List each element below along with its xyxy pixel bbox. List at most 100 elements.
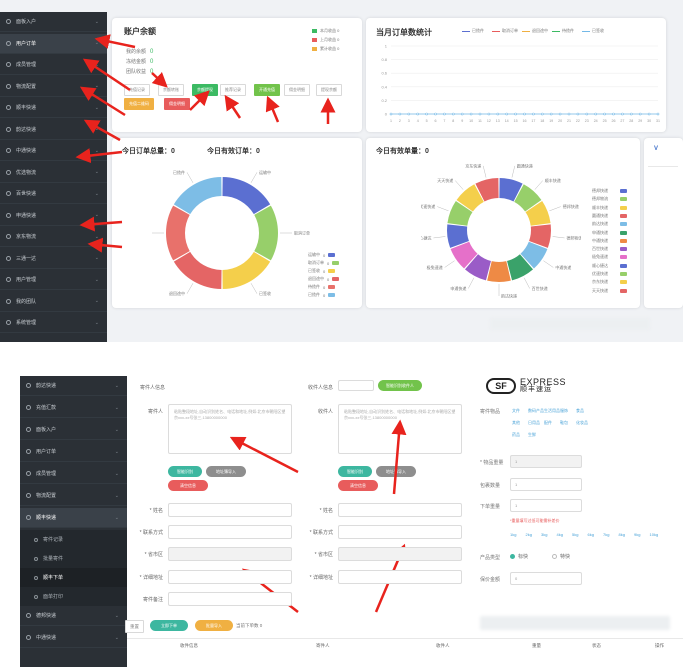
bottom-screenshot: 韵达快递 ⌄ 充值汇款 ⌄ 面板入户 ⌄ 用户订单 ⌄ 成员管理 ⌄ 物流配置 ⌄ 顺丰快递 ⌄ 寄件记录批…: [0, 366, 683, 667]
sidebar-subitem[interactable]: 面单打印: [20, 587, 127, 606]
sidebar-item[interactable]: 我的团队 ⌄: [0, 292, 107, 312]
receiver-clear-button[interactable]: 清空信息: [338, 480, 378, 491]
goods-option-link[interactable]: 日用品: [528, 420, 540, 425]
goods-option-link[interactable]: 化妆品: [576, 420, 588, 425]
sidebar-item[interactable]: 申通快递 ⌄: [0, 206, 107, 226]
goods-option-link[interactable]: 食品: [576, 408, 584, 413]
donut-slice: [487, 261, 511, 282]
sidebar-item[interactable]: 三通一达 ⌄: [0, 249, 107, 269]
volume-input[interactable]: 1: [510, 499, 582, 512]
price-input[interactable]: 0: [510, 572, 582, 585]
balance-action-button[interactable]: 提现余额: [316, 84, 342, 96]
receiver-field-input[interactable]: [338, 570, 462, 584]
sender-smart-button[interactable]: 智能识别: [168, 466, 202, 477]
nav-icon: [6, 298, 11, 304]
sidebar-item[interactable]: 韵达快递 ⌄: [20, 376, 127, 396]
arrow: [265, 95, 280, 123]
sender-field-input[interactable]: [168, 547, 292, 561]
weight-option-link[interactable]: 7kg: [603, 532, 610, 537]
batch-import-button[interactable]: 批量导入: [195, 620, 233, 631]
insure-option-1[interactable]: 标快: [510, 553, 528, 560]
sidebar-item[interactable]: 优选物流 ⌄: [0, 163, 107, 183]
sidebar-item[interactable]: 充值汇款 ⌄: [20, 398, 127, 418]
sidebar-item[interactable]: 顺丰快递 ⌄: [0, 98, 107, 118]
goods-option-link[interactable]: 生鲜: [528, 432, 536, 437]
reset-button[interactable]: 重置: [125, 620, 144, 633]
valid-volume-label: 今日有效单量：0: [376, 148, 429, 155]
blurred-watermark: [490, 318, 650, 330]
weight-option-link[interactable]: 4kg: [556, 532, 563, 537]
balance-action-button[interactable]: 开通充值: [254, 84, 280, 96]
receiver-select-input[interactable]: [338, 380, 374, 391]
sidebar-item[interactable]: 德邦快递 ⌄: [20, 606, 127, 626]
weight-option-link[interactable]: 8kg: [618, 532, 625, 537]
balance-action-button[interactable]: 佣金明细: [284, 84, 310, 96]
weight-option-link[interactable]: 5kg: [572, 532, 579, 537]
sender-label: 寄件人: [147, 409, 163, 415]
sidebar-subitem[interactable]: 批量寄件: [20, 549, 127, 568]
sidebar-item-label: 充值汇款: [36, 405, 57, 411]
sender-addressbook-button[interactable]: 地址簿导入: [206, 466, 246, 477]
receiver-field-input[interactable]: [338, 503, 462, 517]
sidebar-item[interactable]: 物流配置 ⌄: [20, 486, 127, 506]
series-point: [656, 112, 660, 116]
sidebar-item[interactable]: 物流配置 ⌄: [0, 77, 107, 97]
weight-input[interactable]: 1: [510, 455, 582, 468]
sender-field-input[interactable]: [168, 570, 292, 584]
goods-option-link[interactable]: 其他: [512, 420, 520, 425]
submit-order-button[interactable]: 立即下单: [150, 620, 188, 631]
sidebar-item[interactable]: 京东物流 ⌄: [0, 227, 107, 247]
sender-field-input[interactable]: [168, 525, 292, 539]
sidebar-subitem[interactable]: 寄件记录: [20, 530, 127, 549]
goods-option-link[interactable]: 配件: [544, 420, 552, 425]
radio-on-icon: [510, 554, 515, 559]
goods-option-link[interactable]: 药品: [512, 432, 520, 437]
count-input[interactable]: 1: [510, 478, 582, 491]
table-header-cell: 重量: [532, 643, 541, 648]
sender-field-input[interactable]: [168, 503, 292, 517]
goods-option-link[interactable]: 服饰: [560, 408, 568, 413]
sender-textarea[interactable]: 粘贴整段地址,自动识别姓名、电话和地址,例如:北京市朝阳区望京xxx-xx号张三…: [168, 404, 292, 454]
sidebar-subitem[interactable]: 顺丰下单: [20, 568, 127, 587]
arrow: [391, 419, 407, 495]
sf-express-logo: SF EXPRESS 顺丰速运: [486, 378, 566, 394]
weight-option-link[interactable]: 6kg: [587, 532, 594, 537]
sidebar-item[interactable]: 百世快递 ⌄: [0, 184, 107, 204]
goods-option-link[interactable]: 数码产品: [528, 408, 544, 413]
sender-field-input[interactable]: [168, 592, 292, 606]
sidebar-item[interactable]: 成员管理 ⌄: [20, 464, 127, 484]
balance-action-button[interactable]: 充值记录: [124, 84, 150, 96]
sidebar-item[interactable]: 顺丰快递 ⌄: [20, 508, 127, 528]
slice-leader-line: [511, 165, 516, 178]
weight-option-link[interactable]: 2kg: [525, 532, 532, 537]
qrcode-button[interactable]: 充值二维码: [124, 98, 154, 110]
weight-option-link[interactable]: 1kg: [510, 532, 517, 537]
weight-option-link[interactable]: 3kg: [541, 532, 548, 537]
slice-label: 德邦快递: [563, 203, 579, 209]
sender-clear-button[interactable]: 清空信息: [168, 480, 208, 491]
weight-option-link[interactable]: 10kg: [649, 532, 659, 537]
sidebar-item[interactable]: 中通快递 ⌄: [20, 628, 127, 648]
goods-option-link[interactable]: 鞋包: [560, 420, 568, 425]
goods-option-link[interactable]: 生活用品: [544, 408, 560, 413]
sidebar-item[interactable]: 用户管理 ⌄: [0, 270, 107, 290]
goods-option-link[interactable]: 文件: [512, 408, 520, 413]
receiver-field-input[interactable]: [338, 525, 462, 539]
weight-option-link[interactable]: 9kg: [634, 532, 641, 537]
receiver-select-button[interactable]: 智能识别收件人: [378, 380, 422, 391]
sidebar-item[interactable]: 面板入户 ⌄: [0, 12, 107, 32]
commission-button[interactable]: 佣金明细: [164, 98, 190, 110]
donut-legend-item: 极兔速递: [592, 254, 629, 260]
donut-legend-item: 顺丰快递: [592, 205, 629, 211]
sidebar-item[interactable]: 用户订单 ⌄: [20, 442, 127, 462]
series-point: [398, 112, 402, 116]
receiver-smart-button[interactable]: 智能识别: [338, 466, 372, 477]
receiver-field-input[interactable]: [338, 547, 462, 561]
y-tick-label: 1: [385, 44, 388, 49]
sidebar-item[interactable]: 面板入户 ⌄: [20, 420, 127, 440]
slice-label: 韵达快递: [501, 293, 517, 299]
insure-option-2[interactable]: 特快: [552, 553, 570, 560]
chevron-down-icon: ⌄: [94, 298, 99, 304]
sidebar-item[interactable]: 系统管理 ⌄: [0, 313, 107, 333]
sidebar-item[interactable]: 中通快递 ⌄: [0, 141, 107, 161]
